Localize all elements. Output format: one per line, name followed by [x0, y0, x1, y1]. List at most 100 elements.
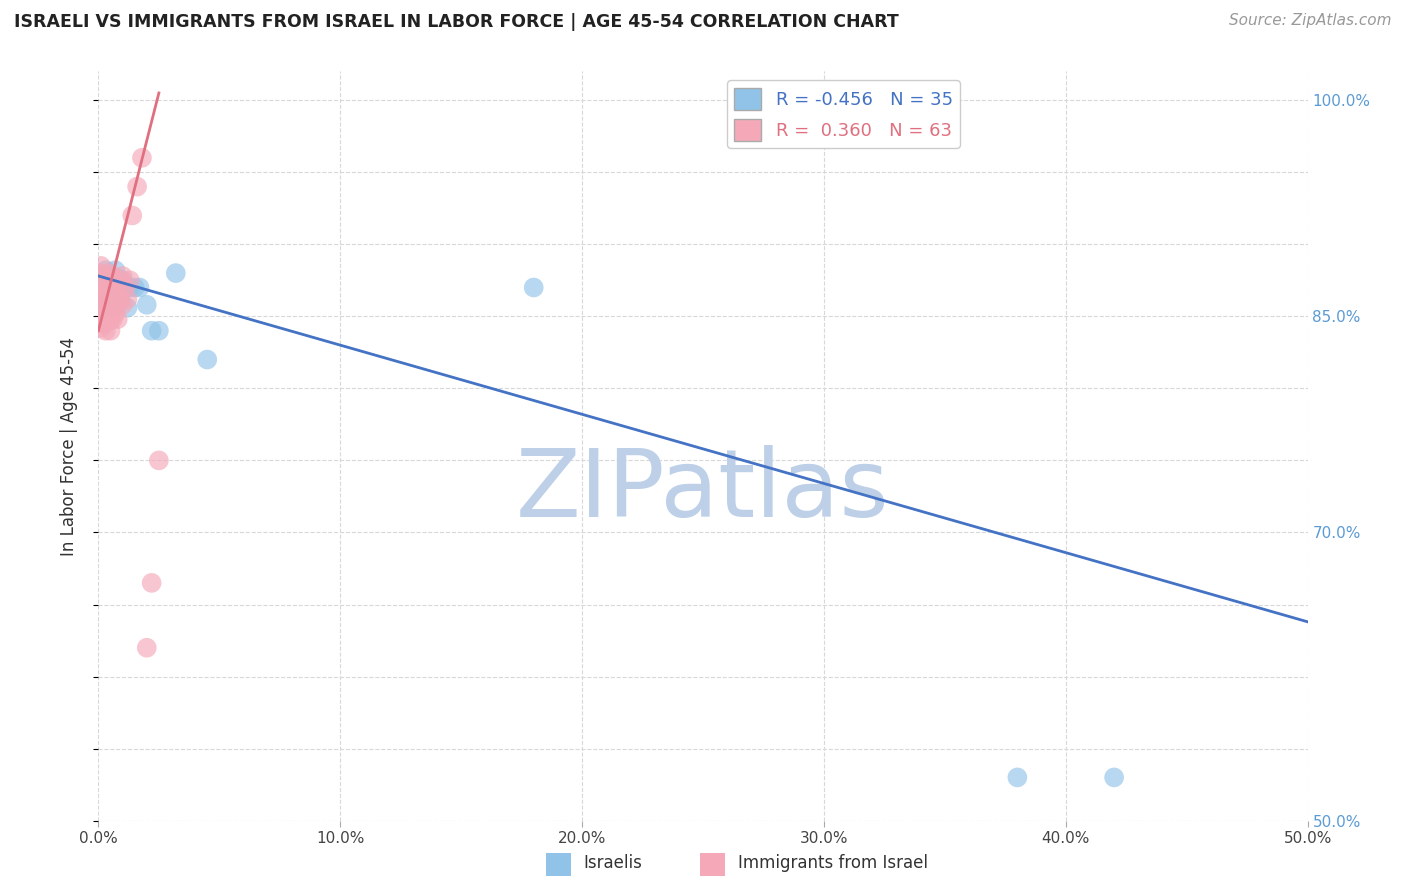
- Point: [101, 302, 124, 317]
- Point: [100, 277, 122, 292]
- Point: [97, 273, 120, 287]
- Point: [91, 306, 114, 320]
- Text: Source: ZipAtlas.com: Source: ZipAtlas.com: [1229, 13, 1392, 29]
- Point: [90, 277, 112, 292]
- Point: [104, 273, 127, 287]
- Legend: R = -0.456   N = 35, R =  0.360   N = 63: R = -0.456 N = 35, R = 0.360 N = 63: [727, 80, 960, 148]
- Point: [128, 280, 150, 294]
- Y-axis label: In Labor Force | Age 45-54: In Labor Force | Age 45-54: [59, 336, 77, 556]
- Point: [118, 273, 141, 287]
- Point: [90, 292, 112, 306]
- Point: [97, 266, 120, 280]
- Point: [101, 272, 124, 286]
- Point: [94, 306, 117, 320]
- Text: Israelis: Israelis: [583, 855, 643, 872]
- Point: [121, 209, 143, 223]
- Point: [101, 287, 124, 301]
- Point: [523, 280, 546, 294]
- Point: [94, 273, 117, 287]
- Point: [135, 640, 157, 655]
- Point: [94, 324, 117, 338]
- Text: ZIPatlas: ZIPatlas: [516, 445, 890, 537]
- Point: [100, 298, 122, 312]
- Point: [100, 324, 122, 338]
- Point: [97, 280, 120, 294]
- Point: [90, 298, 112, 312]
- Point: [101, 312, 124, 326]
- Point: [135, 298, 157, 312]
- Point: [90, 280, 112, 294]
- Point: [90, 321, 112, 335]
- Point: [104, 306, 127, 320]
- Point: [107, 312, 129, 326]
- Point: [91, 292, 114, 306]
- Point: [94, 263, 117, 277]
- Point: [114, 280, 136, 294]
- Point: [111, 298, 134, 312]
- Point: [1007, 771, 1029, 785]
- Point: [90, 312, 112, 326]
- Point: [100, 273, 122, 287]
- Point: [131, 151, 153, 165]
- Point: [111, 268, 134, 283]
- Point: [148, 453, 170, 467]
- Point: [100, 292, 122, 306]
- Point: [97, 298, 120, 312]
- Point: [91, 301, 114, 315]
- Point: [91, 317, 114, 331]
- Point: [90, 287, 112, 301]
- Point: [97, 292, 120, 306]
- Point: [90, 280, 112, 294]
- Point: [124, 280, 146, 294]
- Point: [91, 268, 114, 283]
- Point: [91, 273, 114, 287]
- Point: [107, 298, 129, 312]
- Point: [100, 280, 122, 294]
- Point: [97, 286, 120, 301]
- Point: [94, 298, 117, 312]
- Point: [141, 575, 163, 590]
- Point: [141, 324, 163, 338]
- Point: [108, 273, 131, 287]
- Point: [104, 292, 127, 306]
- Point: [104, 280, 127, 294]
- Point: [91, 287, 114, 301]
- Point: [104, 263, 127, 277]
- Point: [117, 301, 139, 315]
- Point: [94, 294, 117, 309]
- Point: [94, 273, 117, 287]
- Point: [94, 317, 117, 331]
- Point: [97, 268, 120, 283]
- Point: [127, 179, 149, 194]
- Point: [94, 280, 117, 294]
- Point: [97, 280, 120, 294]
- Point: [195, 352, 218, 367]
- Point: [91, 298, 114, 312]
- Point: [104, 280, 127, 294]
- Point: [91, 284, 114, 298]
- Text: ISRAELI VS IMMIGRANTS FROM ISRAEL IN LABOR FORCE | AGE 45-54 CORRELATION CHART: ISRAELI VS IMMIGRANTS FROM ISRAEL IN LAB…: [14, 13, 898, 31]
- Point: [111, 273, 134, 287]
- Point: [100, 312, 122, 326]
- Point: [90, 268, 112, 283]
- Point: [165, 266, 187, 280]
- Point: [90, 302, 112, 317]
- Point: [107, 287, 129, 301]
- Point: [97, 306, 120, 320]
- Point: [90, 259, 112, 273]
- Point: [94, 292, 117, 306]
- Text: Immigrants from Israel: Immigrants from Israel: [738, 855, 928, 872]
- Point: [100, 298, 122, 312]
- Point: [90, 292, 112, 306]
- Point: [1102, 771, 1125, 785]
- Point: [108, 292, 131, 306]
- Point: [117, 292, 139, 306]
- Point: [91, 277, 114, 292]
- Point: [114, 280, 136, 294]
- Point: [118, 280, 141, 294]
- Point: [94, 287, 117, 301]
- Point: [90, 298, 112, 312]
- Point: [148, 324, 170, 338]
- Point: [101, 268, 124, 283]
- Point: [108, 292, 131, 306]
